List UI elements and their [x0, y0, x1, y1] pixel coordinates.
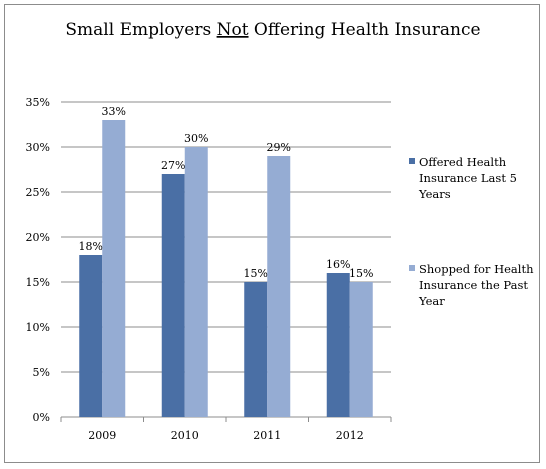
- data-label: 33%: [102, 105, 126, 118]
- bar: [184, 147, 208, 417]
- y-tick-label: 30%: [26, 141, 50, 154]
- legend-label: Offered Health: [419, 155, 507, 169]
- chart-frame: Small Employers Not Offering Health Insu…: [4, 4, 540, 463]
- bar: [349, 282, 373, 417]
- legend: Offered Health Insurance Last 5 Years Shopp…: [409, 155, 534, 308]
- bar: [102, 120, 126, 417]
- x-tick-label: 2009: [88, 429, 116, 442]
- x-tick-label: 2012: [336, 429, 364, 442]
- y-tick-label: 20%: [26, 231, 50, 244]
- data-label: 30%: [184, 132, 208, 145]
- y-tick-label: 0%: [33, 411, 50, 424]
- y-tick-label: 15%: [26, 276, 50, 289]
- x-tick-label: 2010: [171, 429, 199, 442]
- bar-chart: Small Employers Not Offering Health Insu…: [26, 20, 535, 442]
- chart-title-emphasis: Not: [217, 20, 249, 40]
- data-label: 16%: [326, 258, 350, 271]
- x-tick-label: 2011: [253, 429, 281, 442]
- bar: [79, 255, 103, 417]
- data-label: 27%: [161, 159, 185, 172]
- y-tick-label: 35%: [26, 96, 50, 109]
- legend-label: Insurance the Past: [419, 278, 528, 292]
- bar: [161, 174, 185, 417]
- legend-swatch: [409, 265, 415, 271]
- data-label: 15%: [244, 267, 268, 280]
- chart-title-part-before: Small Employers: [65, 20, 216, 40]
- chart-title-part-after: Offering Health Insurance: [249, 20, 481, 40]
- chart-title: Small Employers Not Offering Health Insu…: [65, 20, 480, 40]
- y-tick-label: 5%: [33, 366, 50, 379]
- legend-label: Shopped for Health: [419, 262, 534, 276]
- data-label: 29%: [267, 141, 291, 154]
- legend-label: Insurance Last 5: [419, 171, 517, 185]
- y-tick-label: 25%: [26, 186, 50, 199]
- plot-area: 0% 5% 10% 15% 20% 25% 30% 35% 18% 33% 2009 27% 30% 20…: [26, 96, 392, 442]
- legend-label: Years: [418, 187, 451, 201]
- bar: [244, 282, 268, 417]
- y-tick-label: 10%: [26, 321, 50, 334]
- legend-label: Year: [418, 294, 445, 308]
- bar: [326, 273, 350, 417]
- legend-swatch: [409, 158, 415, 164]
- data-label: 15%: [349, 267, 373, 280]
- data-label: 18%: [79, 240, 103, 253]
- bar: [267, 156, 291, 417]
